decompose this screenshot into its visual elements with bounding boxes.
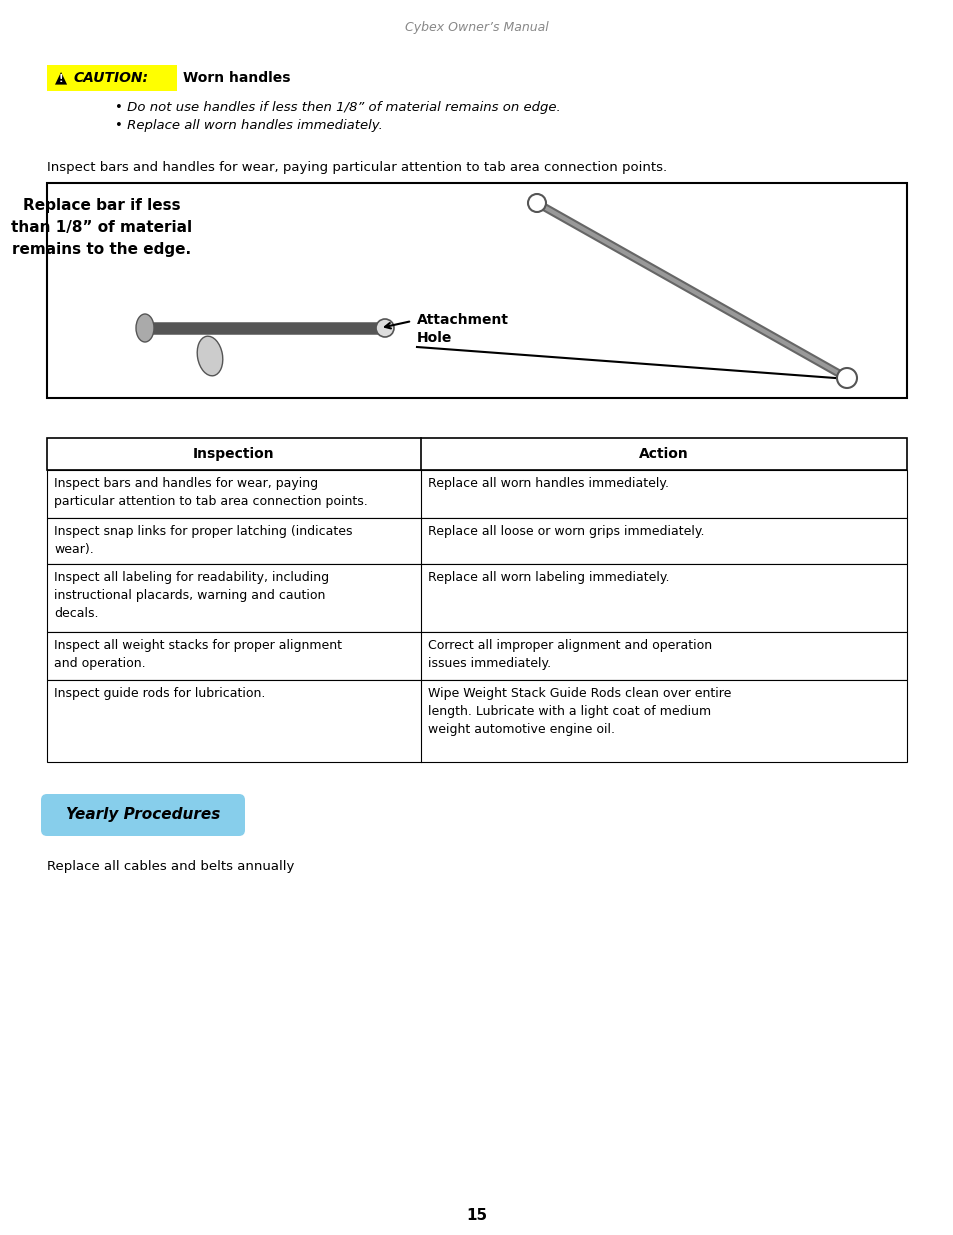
- Text: Inspect snap links for proper latching (indicates
wear).: Inspect snap links for proper latching (…: [54, 525, 352, 556]
- Bar: [47, 183, 906, 398]
- Text: Replace all worn handles immediately.: Replace all worn handles immediately.: [428, 477, 668, 490]
- Text: Wipe Weight Stack Guide Rods clean over entire
length. Lubricate with a light co: Wipe Weight Stack Guide Rods clean over …: [428, 687, 731, 736]
- Bar: [47, 632, 906, 680]
- Text: Correct all improper alignment and operation
issues immediately.: Correct all improper alignment and opera…: [428, 638, 712, 671]
- Text: Replace all loose or worn grips immediately.: Replace all loose or worn grips immediat…: [428, 525, 704, 538]
- Bar: [47, 65, 177, 91]
- Bar: [47, 680, 906, 762]
- FancyBboxPatch shape: [41, 794, 245, 836]
- Text: Attachment
Hole: Attachment Hole: [416, 312, 509, 346]
- Polygon shape: [55, 72, 67, 85]
- Ellipse shape: [136, 314, 153, 342]
- Text: Replace all worn labeling immediately.: Replace all worn labeling immediately.: [428, 571, 669, 584]
- Text: Inspect bars and handles for wear, paying
particular attention to tab area conne: Inspect bars and handles for wear, payin…: [54, 477, 367, 508]
- Ellipse shape: [197, 336, 223, 375]
- Bar: [47, 438, 906, 471]
- Bar: [47, 471, 906, 517]
- Text: CAUTION:: CAUTION:: [74, 70, 149, 85]
- Circle shape: [527, 194, 545, 212]
- Text: Inspection: Inspection: [193, 447, 274, 461]
- Text: Inspect bars and handles for wear, paying particular attention to tab area conne: Inspect bars and handles for wear, payin…: [47, 161, 666, 174]
- Bar: [47, 517, 906, 564]
- Text: 15: 15: [466, 1208, 487, 1223]
- Circle shape: [836, 368, 856, 388]
- Text: Yearly Procedures: Yearly Procedures: [66, 808, 220, 823]
- Text: Inspect all labeling for readability, including
instructional placards, warning : Inspect all labeling for readability, in…: [54, 571, 329, 620]
- Text: • Do not use handles if less then 1/8” of material remains on edge.: • Do not use handles if less then 1/8” o…: [115, 100, 560, 114]
- Text: Replace all cables and belts annually: Replace all cables and belts annually: [47, 860, 294, 873]
- Bar: [47, 564, 906, 632]
- Text: Inspect all weight stacks for proper alignment
and operation.: Inspect all weight stacks for proper ali…: [54, 638, 341, 671]
- Text: Replace bar if less
than 1/8” of material
remains to the edge.: Replace bar if less than 1/8” of materia…: [11, 198, 193, 257]
- Text: Inspect guide rods for lubrication.: Inspect guide rods for lubrication.: [54, 687, 265, 700]
- Text: Action: Action: [639, 447, 688, 461]
- Text: Cybex Owner’s Manual: Cybex Owner’s Manual: [405, 21, 548, 35]
- Text: Worn handles: Worn handles: [183, 70, 291, 85]
- Text: • Replace all worn handles immediately.: • Replace all worn handles immediately.: [115, 119, 382, 131]
- Circle shape: [375, 319, 394, 337]
- Text: !: !: [59, 74, 63, 84]
